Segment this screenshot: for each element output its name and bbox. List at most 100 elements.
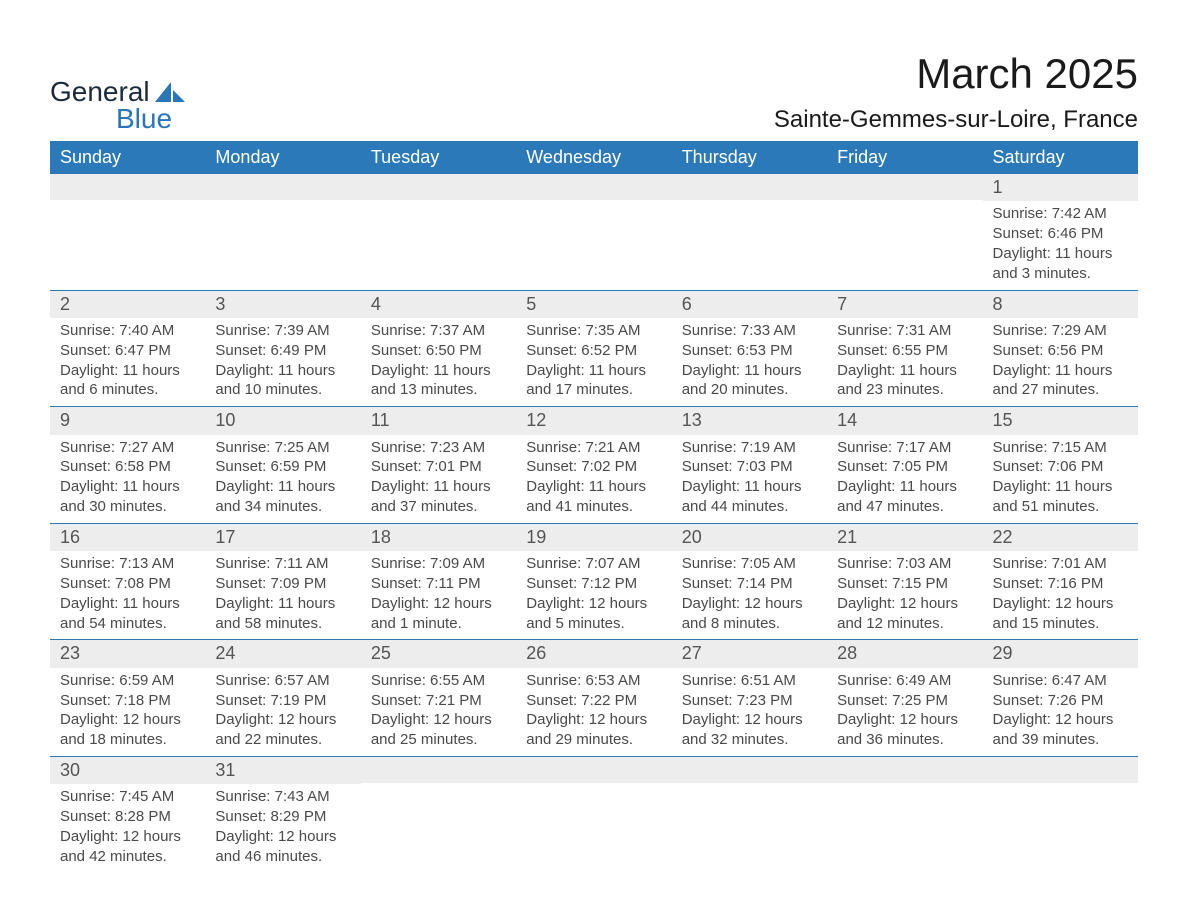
daylight-line1: Daylight: 11 hours bbox=[60, 361, 195, 381]
sunset-text: Sunset: 7:22 PM bbox=[526, 691, 661, 711]
day-cell: 22Sunrise: 7:01 AMSunset: 7:16 PMDayligh… bbox=[983, 524, 1138, 640]
day-number: 29 bbox=[983, 640, 1138, 667]
daylight-line1: Daylight: 12 hours bbox=[526, 594, 661, 614]
daylight-line2: and 54 minutes. bbox=[60, 614, 195, 634]
daylight-line2: and 23 minutes. bbox=[837, 380, 972, 400]
day-details: Sunrise: 6:59 AMSunset: 7:18 PMDaylight:… bbox=[50, 668, 205, 752]
sunset-text: Sunset: 7:06 PM bbox=[993, 457, 1128, 477]
daylight-line1: Daylight: 11 hours bbox=[837, 361, 972, 381]
day-cell: 31Sunrise: 7:43 AMSunset: 8:29 PMDayligh… bbox=[205, 757, 360, 873]
sunrise-text: Sunrise: 7:39 AM bbox=[215, 321, 350, 341]
daylight-line1: Daylight: 11 hours bbox=[371, 477, 506, 497]
daylight-line1: Daylight: 11 hours bbox=[993, 361, 1128, 381]
day-cell: 11Sunrise: 7:23 AMSunset: 7:01 PMDayligh… bbox=[361, 407, 516, 523]
day-details: Sunrise: 7:19 AMSunset: 7:03 PMDaylight:… bbox=[672, 435, 827, 519]
sunset-text: Sunset: 7:02 PM bbox=[526, 457, 661, 477]
sunset-text: Sunset: 7:03 PM bbox=[682, 457, 817, 477]
day-cell bbox=[672, 174, 827, 290]
day-number: 27 bbox=[672, 640, 827, 667]
daylight-line1: Daylight: 12 hours bbox=[60, 710, 195, 730]
day-number: 19 bbox=[516, 524, 671, 551]
week-row: 16Sunrise: 7:13 AMSunset: 7:08 PMDayligh… bbox=[50, 523, 1138, 640]
daylight-line1: Daylight: 12 hours bbox=[837, 710, 972, 730]
sunset-text: Sunset: 6:49 PM bbox=[215, 341, 350, 361]
sunset-text: Sunset: 8:28 PM bbox=[60, 807, 195, 827]
daylight-line1: Daylight: 11 hours bbox=[371, 361, 506, 381]
weekday-header: Saturday bbox=[983, 141, 1138, 174]
sunrise-text: Sunrise: 7:25 AM bbox=[215, 438, 350, 458]
day-number bbox=[361, 757, 516, 783]
daylight-line1: Daylight: 11 hours bbox=[60, 477, 195, 497]
day-number: 28 bbox=[827, 640, 982, 667]
day-number: 31 bbox=[205, 757, 360, 784]
day-cell: 14Sunrise: 7:17 AMSunset: 7:05 PMDayligh… bbox=[827, 407, 982, 523]
weekday-header: Friday bbox=[827, 141, 982, 174]
day-cell: 21Sunrise: 7:03 AMSunset: 7:15 PMDayligh… bbox=[827, 524, 982, 640]
week-row: 2Sunrise: 7:40 AMSunset: 6:47 PMDaylight… bbox=[50, 290, 1138, 407]
day-number: 5 bbox=[516, 291, 671, 318]
day-details: Sunrise: 7:25 AMSunset: 6:59 PMDaylight:… bbox=[205, 435, 360, 519]
sunrise-text: Sunrise: 6:49 AM bbox=[837, 671, 972, 691]
day-number: 18 bbox=[361, 524, 516, 551]
sunset-text: Sunset: 7:16 PM bbox=[993, 574, 1128, 594]
daylight-line1: Daylight: 11 hours bbox=[682, 361, 817, 381]
daylight-line2: and 39 minutes. bbox=[993, 730, 1128, 750]
day-details bbox=[827, 783, 982, 788]
sunrise-text: Sunrise: 7:13 AM bbox=[60, 554, 195, 574]
sunset-text: Sunset: 6:56 PM bbox=[993, 341, 1128, 361]
daylight-line1: Daylight: 11 hours bbox=[215, 594, 350, 614]
weekday-header-row: Sunday Monday Tuesday Wednesday Thursday… bbox=[50, 141, 1138, 174]
daylight-line2: and 44 minutes. bbox=[682, 497, 817, 517]
day-cell: 3Sunrise: 7:39 AMSunset: 6:49 PMDaylight… bbox=[205, 291, 360, 407]
day-cell: 19Sunrise: 7:07 AMSunset: 7:12 PMDayligh… bbox=[516, 524, 671, 640]
daylight-line2: and 37 minutes. bbox=[371, 497, 506, 517]
sunset-text: Sunset: 7:21 PM bbox=[371, 691, 506, 711]
day-cell: 13Sunrise: 7:19 AMSunset: 7:03 PMDayligh… bbox=[672, 407, 827, 523]
day-details: Sunrise: 7:15 AMSunset: 7:06 PMDaylight:… bbox=[983, 435, 1138, 519]
sunset-text: Sunset: 7:26 PM bbox=[993, 691, 1128, 711]
day-number: 3 bbox=[205, 291, 360, 318]
sunrise-text: Sunrise: 7:17 AM bbox=[837, 438, 972, 458]
sunrise-text: Sunrise: 7:07 AM bbox=[526, 554, 661, 574]
day-cell: 8Sunrise: 7:29 AMSunset: 6:56 PMDaylight… bbox=[983, 291, 1138, 407]
day-details: Sunrise: 7:01 AMSunset: 7:16 PMDaylight:… bbox=[983, 551, 1138, 635]
day-details bbox=[361, 200, 516, 205]
day-details: Sunrise: 6:57 AMSunset: 7:19 PMDaylight:… bbox=[205, 668, 360, 752]
daylight-line1: Daylight: 11 hours bbox=[526, 361, 661, 381]
day-details: Sunrise: 7:33 AMSunset: 6:53 PMDaylight:… bbox=[672, 318, 827, 402]
day-cell: 10Sunrise: 7:25 AMSunset: 6:59 PMDayligh… bbox=[205, 407, 360, 523]
day-number: 17 bbox=[205, 524, 360, 551]
day-details: Sunrise: 6:53 AMSunset: 7:22 PMDaylight:… bbox=[516, 668, 671, 752]
daylight-line2: and 15 minutes. bbox=[993, 614, 1128, 634]
daylight-line2: and 51 minutes. bbox=[993, 497, 1128, 517]
daylight-line1: Daylight: 11 hours bbox=[993, 477, 1128, 497]
day-details: Sunrise: 7:13 AMSunset: 7:08 PMDaylight:… bbox=[50, 551, 205, 635]
daylight-line2: and 47 minutes. bbox=[837, 497, 972, 517]
day-details bbox=[361, 783, 516, 788]
day-details bbox=[827, 200, 982, 205]
daylight-line1: Daylight: 11 hours bbox=[993, 244, 1128, 264]
daylight-line2: and 41 minutes. bbox=[526, 497, 661, 517]
day-number: 16 bbox=[50, 524, 205, 551]
daylight-line2: and 13 minutes. bbox=[371, 380, 506, 400]
daylight-line1: Daylight: 12 hours bbox=[215, 710, 350, 730]
week-row: 30Sunrise: 7:45 AMSunset: 8:28 PMDayligh… bbox=[50, 756, 1138, 873]
day-number bbox=[516, 757, 671, 783]
sunrise-text: Sunrise: 7:43 AM bbox=[215, 787, 350, 807]
sunrise-text: Sunrise: 7:03 AM bbox=[837, 554, 972, 574]
day-number: 2 bbox=[50, 291, 205, 318]
day-cell bbox=[516, 757, 671, 873]
day-details bbox=[516, 783, 671, 788]
day-details: Sunrise: 7:35 AMSunset: 6:52 PMDaylight:… bbox=[516, 318, 671, 402]
day-number: 10 bbox=[205, 407, 360, 434]
daylight-line2: and 27 minutes. bbox=[993, 380, 1128, 400]
sunset-text: Sunset: 7:08 PM bbox=[60, 574, 195, 594]
sunset-text: Sunset: 7:23 PM bbox=[682, 691, 817, 711]
daylight-line2: and 34 minutes. bbox=[215, 497, 350, 517]
day-details: Sunrise: 7:23 AMSunset: 7:01 PMDaylight:… bbox=[361, 435, 516, 519]
sunset-text: Sunset: 8:29 PM bbox=[215, 807, 350, 827]
sunset-text: Sunset: 7:25 PM bbox=[837, 691, 972, 711]
sunset-text: Sunset: 6:52 PM bbox=[526, 341, 661, 361]
day-number: 23 bbox=[50, 640, 205, 667]
brand-logo: General Blue bbox=[50, 50, 185, 135]
